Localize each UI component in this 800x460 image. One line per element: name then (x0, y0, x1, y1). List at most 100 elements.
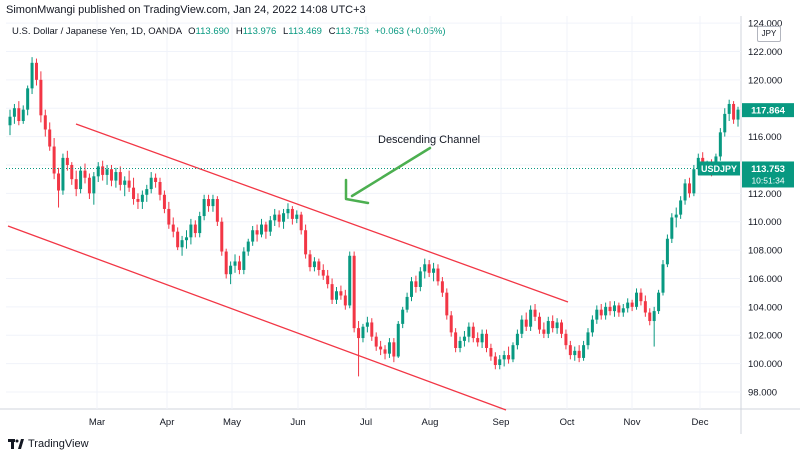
currency-badge[interactable]: JPY (757, 26, 781, 42)
candle-body (648, 312, 652, 322)
candle-body (229, 265, 233, 275)
footer-brand: TradingView (28, 438, 89, 450)
candle-body (34, 62, 38, 80)
candle-body (414, 281, 418, 287)
candle-body (96, 166, 100, 177)
high-price-tag (742, 103, 794, 118)
candle-body (621, 308, 625, 313)
candle-body (458, 340, 462, 348)
x-tick-label: Aug (422, 417, 439, 428)
candle-body (277, 214, 281, 222)
candle-body (224, 251, 228, 275)
candle-body (215, 199, 219, 222)
candle-body (639, 292, 643, 302)
candle-body (348, 255, 352, 306)
candle-body (582, 345, 586, 358)
candle-body (683, 183, 687, 201)
x-tick-label: Apr (160, 417, 175, 428)
candle-body (661, 264, 665, 293)
y-tick-label: 98.000 (748, 387, 777, 398)
candle-body (145, 189, 149, 195)
candle-body (255, 230, 259, 235)
candle-body (233, 261, 237, 266)
candle-body (476, 338, 480, 343)
candle-body (493, 356, 497, 366)
candle-body (542, 329, 546, 334)
candle-body (440, 281, 444, 293)
candle-body (43, 115, 47, 130)
candle-body (564, 333, 568, 346)
candle-body (454, 332, 458, 348)
candle-body (180, 240, 184, 248)
candle-body (8, 116, 12, 126)
candle-body (480, 333, 484, 343)
candle-body (127, 180, 131, 188)
last-price-tag-text: 113.753 (751, 164, 785, 175)
x-tick-label: Sep (493, 417, 510, 428)
candle-body (405, 296, 409, 310)
candle-body (114, 172, 118, 181)
candle-body (334, 291, 338, 300)
candle-body (246, 241, 250, 252)
candle-body (586, 332, 590, 346)
tradingview-footer[interactable]: TradingView (8, 438, 89, 450)
candle-body (604, 306, 608, 316)
candle-body (140, 194, 144, 202)
candle-body (330, 284, 334, 300)
candle-body (533, 309, 537, 317)
candle-body (299, 214, 303, 231)
close-label: C (328, 26, 336, 37)
candle-body (396, 323, 400, 357)
candle-body (529, 309, 533, 327)
candle-body (57, 173, 61, 191)
tradingview-logo-icon (8, 439, 24, 449)
channel-lower-line (7, 225, 507, 411)
ticker-tag (698, 161, 740, 176)
candle-body (321, 269, 325, 276)
candle-body (436, 268, 440, 282)
candle-body (30, 62, 34, 89)
candle-body (282, 213, 286, 222)
change-value: +0.063 (+0.05%) (374, 26, 446, 37)
candle-body (308, 254, 312, 268)
candle-body (687, 183, 691, 194)
candle-body (387, 342, 391, 354)
y-tick-label: 102.000 (748, 331, 782, 342)
candle-body (383, 349, 387, 354)
candle-body (599, 309, 603, 316)
candle-body (326, 275, 330, 285)
candle-body (423, 264, 427, 272)
candle-body (361, 326, 365, 339)
close-value: 113.753 (335, 26, 370, 37)
candle-body (537, 316, 541, 330)
candle-body (485, 333, 489, 348)
channel-upper-line (75, 123, 569, 303)
candle-body (546, 321, 550, 334)
candle-body (392, 342, 396, 357)
candle-body (207, 199, 211, 207)
candle-body (670, 217, 674, 239)
candle-body (635, 292, 639, 307)
candle-body (264, 224, 268, 232)
candle-body (727, 103, 731, 114)
candle-body (290, 208, 294, 219)
annotation-label: Descending Channel (378, 134, 480, 146)
candle-body (365, 322, 369, 327)
candle-body (352, 255, 356, 329)
y-tick-label: 110.000 (748, 217, 782, 228)
y-tick-label: 124.000 (748, 19, 782, 30)
candle-body (268, 220, 272, 232)
candle-body (357, 328, 361, 339)
candle-body (449, 315, 453, 333)
candle-body (17, 108, 21, 121)
candle-body (61, 157, 65, 191)
candle-body (304, 230, 308, 255)
ticker-tag-text: USDJPY (701, 164, 737, 174)
y-tick-label: 108.000 (748, 246, 782, 257)
candle-body (132, 187, 136, 200)
candle-body (595, 309, 599, 320)
candle-body (101, 166, 105, 175)
candle-body (612, 305, 616, 312)
candle-body (259, 224, 263, 235)
